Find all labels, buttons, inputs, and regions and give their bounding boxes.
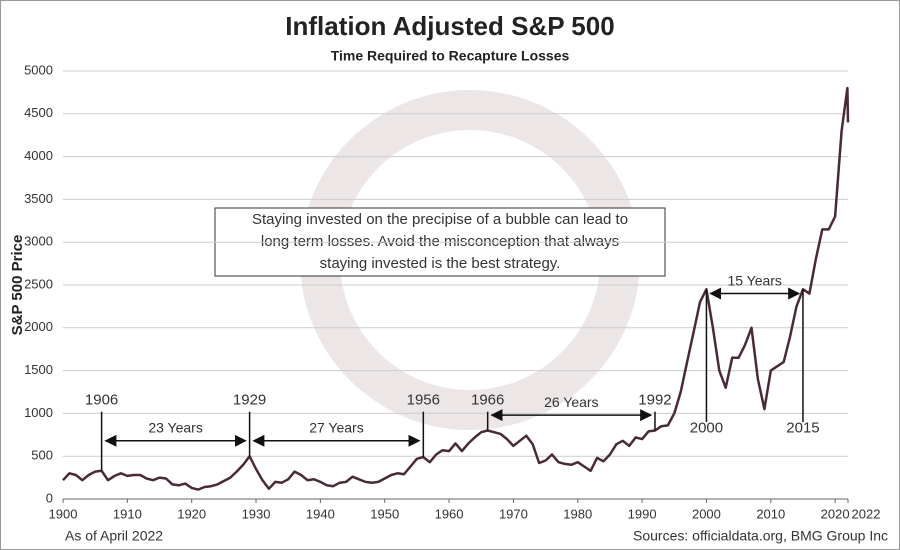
marker-label: 1992 (638, 392, 671, 409)
x-tick-label: 1970 (499, 506, 528, 521)
marker-label: 2015 (786, 419, 819, 436)
y-tick-label: 4000 (24, 148, 53, 163)
y-tick-label: 3000 (24, 234, 53, 249)
y-tick-label: 2000 (24, 319, 53, 334)
span-label: 26 Years (544, 394, 599, 410)
note-line: Staying invested on the precipise of a b… (252, 211, 628, 228)
y-tick-label: 1000 (24, 405, 53, 420)
x-tick-label: 2022 (852, 506, 881, 521)
marker-label: 1956 (407, 392, 440, 409)
span-label: 23 Years (148, 419, 203, 435)
y-tick-label: 3500 (24, 191, 53, 206)
x-tick-label: 1980 (563, 506, 592, 521)
y-tick-label: 1500 (24, 362, 53, 377)
x-tick-label: 2020 (821, 506, 850, 521)
span-label: 15 Years (727, 272, 782, 288)
x-tick-label: 1930 (242, 506, 271, 521)
x-tick-label: 1940 (306, 506, 335, 521)
y-tick-label: 4500 (24, 105, 53, 120)
x-tick-label: 1900 (49, 506, 78, 521)
span-label: 27 Years (309, 419, 364, 435)
x-tick-label: 1910 (113, 506, 142, 521)
marker-label: 2000 (690, 419, 723, 436)
marker-label: 1906 (85, 392, 118, 409)
y-tick-label: 5000 (24, 62, 53, 77)
x-tick-label: 1950 (370, 506, 399, 521)
y-tick-label: 500 (31, 448, 53, 463)
price-line (62, 86, 850, 491)
chart-subtitle: Time Required to Recapture Losses (331, 48, 570, 64)
x-tick-label: 1920 (177, 506, 206, 521)
marker-label: 1966 (471, 392, 504, 409)
note-line: long term losses. Avoid the misconceptio… (261, 233, 619, 250)
x-tick-label: 2000 (692, 506, 721, 521)
x-tick-label: 2010 (756, 506, 785, 521)
x-tick-label: 1990 (628, 506, 657, 521)
y-tick-label: 2500 (24, 276, 53, 291)
footer-right: Sources: officialdata.org, BMG Group Inc (633, 528, 888, 544)
note-line: staying invested is the best strategy. (320, 255, 561, 272)
y-axis-label: S&P 500 Price (9, 235, 26, 336)
y-tick-label: 0 (46, 490, 53, 505)
x-tick-label: 1960 (435, 506, 464, 521)
marker-label: 1929 (233, 392, 266, 409)
footer-left: As of April 2022 (65, 528, 163, 544)
chart-title: Inflation Adjusted S&P 500 (285, 11, 614, 41)
